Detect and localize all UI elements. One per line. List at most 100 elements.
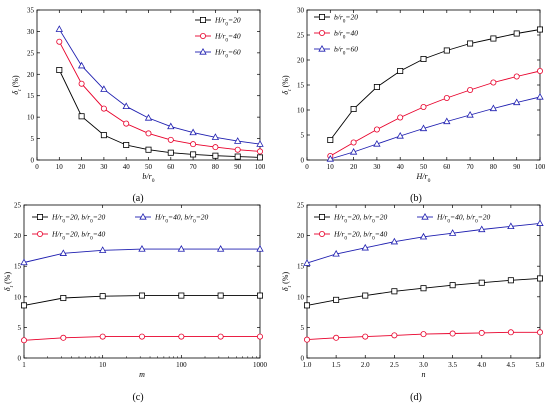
data-point: [332, 249, 340, 257]
data-point: [145, 146, 152, 153]
x-tick-label: 100: [176, 361, 187, 369]
data-point: [138, 245, 146, 252]
legend-item: H/r0=20, b/r0=40: [314, 230, 388, 242]
data-point: [537, 275, 544, 282]
data-point: [466, 110, 474, 118]
legend-item: H/r0=40, b/r0=20: [135, 213, 209, 225]
series-1: [20, 292, 263, 309]
x-tick-label: 60: [443, 163, 451, 171]
data-point: [397, 68, 404, 75]
y-tick-label: 15: [297, 82, 305, 90]
data-point: [507, 277, 514, 284]
data-point: [333, 334, 340, 341]
y-tick-label: 0: [301, 157, 305, 165]
data-point: [216, 245, 225, 252]
x-tick-label: 80: [212, 163, 220, 171]
data-point: [178, 292, 185, 299]
y-axis-label: δt (%): [11, 75, 23, 95]
legend-marker: [199, 47, 207, 55]
y-tick-label: 15: [14, 263, 22, 271]
y-tick-label: 10: [297, 293, 305, 301]
data-point: [397, 114, 404, 121]
data-point: [189, 128, 197, 136]
legend-label: b/r0=40: [334, 29, 358, 41]
y-tick-label: 15: [27, 92, 35, 100]
x-tick-label: 100: [255, 163, 266, 171]
legend-marker: [421, 212, 429, 220]
series-line: [306, 277, 541, 306]
data-point: [467, 87, 474, 94]
x-tick-label: 40: [397, 163, 405, 171]
x-tick-label: 5.0: [536, 361, 545, 369]
y-tick-label: 20: [297, 232, 305, 240]
legend-label: H/r0=40: [214, 32, 241, 44]
legend-label: H/r0=20, b/r0=40: [333, 230, 388, 242]
plot-frame: [36, 9, 261, 161]
data-point: [123, 141, 130, 148]
data-point: [396, 131, 404, 139]
y-tick-label: 15: [297, 263, 305, 271]
data-point: [303, 259, 311, 266]
x-tick-label: 50: [420, 163, 428, 171]
data-point: [349, 147, 358, 155]
data-point: [256, 148, 263, 155]
data-point: [167, 149, 174, 156]
data-point: [211, 133, 220, 140]
data-point: [303, 302, 310, 309]
data-point: [513, 73, 520, 80]
data-point: [123, 120, 130, 127]
data-point: [234, 137, 242, 144]
panel-label: (c): [132, 392, 143, 403]
data-point: [59, 249, 67, 256]
data-point: [144, 113, 153, 121]
x-tick-label: 90: [513, 163, 521, 171]
data-point: [78, 113, 85, 120]
y-tick-label: 25: [297, 32, 305, 40]
series-line: [58, 69, 261, 158]
data-point: [478, 329, 485, 336]
x-tick-label: 1.0: [303, 361, 312, 369]
y-tick-label: 35: [27, 7, 35, 15]
legend-label: b/r0=60: [334, 45, 358, 57]
data-point: [303, 336, 310, 343]
data-point: [60, 295, 67, 302]
data-point: [20, 258, 28, 266]
data-point: [327, 136, 334, 143]
legend-marker: [199, 33, 206, 40]
chart-panel-b: 0 10 20 30 40 50 60 70 80 90 100 0 5 10 15 20 25 30 H/r0 δt…: [281, 7, 546, 205]
y-tick-label: 5: [301, 324, 305, 332]
panel-label: (d): [410, 392, 422, 403]
legend-item: H/r0=40: [195, 32, 241, 44]
x-tick-label: 1000: [253, 361, 268, 369]
data-point: [362, 292, 369, 299]
data-point: [256, 292, 263, 299]
panel-label: (a): [132, 193, 143, 204]
data-point: [177, 245, 186, 252]
y-axis-label: δt (%): [3, 272, 15, 292]
legend-label: H/r0=20, b/r0=20: [333, 213, 388, 225]
y-tick-label: 20: [297, 57, 305, 65]
data-point: [167, 136, 174, 143]
data-point: [420, 104, 427, 111]
data-point: [98, 246, 107, 253]
legend-marker: [199, 16, 206, 23]
x-tick-label: 0: [305, 163, 309, 171]
data-point: [212, 144, 219, 151]
x-axis-label: n: [422, 370, 426, 379]
legend-marker: [139, 212, 147, 220]
y-tick-label: 5: [31, 135, 35, 143]
data-point: [190, 151, 197, 158]
x-axis-label: m: [139, 370, 145, 379]
y-tick-label: 0: [301, 355, 305, 363]
data-point: [536, 219, 544, 226]
data-point: [256, 140, 264, 147]
data-point: [350, 139, 357, 146]
x-tick-label: 20: [350, 163, 358, 171]
series-2: [56, 38, 263, 155]
data-point: [100, 132, 107, 139]
data-point: [536, 92, 544, 100]
data-point: [537, 26, 544, 33]
data-point: [507, 222, 515, 230]
y-tick-label: 25: [27, 49, 35, 57]
legend-item: b/r0=20: [314, 13, 358, 25]
